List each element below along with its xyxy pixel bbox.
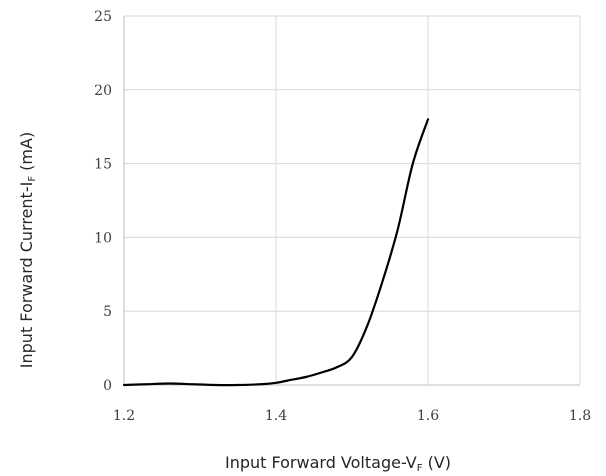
y-tick-label: 5 [103, 304, 112, 320]
x-tick-label: 1.8 [569, 408, 591, 424]
x-tick-label: 1.4 [265, 408, 287, 424]
x-axis-label: Input Forward Voltage-VF (V) [225, 453, 451, 474]
y-tick-label: 25 [94, 9, 112, 25]
axes [123, 16, 580, 386]
y-tick-label: 20 [94, 83, 112, 99]
gridlines [124, 15, 581, 385]
series-line [122, 118, 430, 387]
y-axis-label: Input Forward Current-IF (mA) [17, 132, 38, 368]
y-tick-label: 10 [94, 230, 112, 246]
y-tick-label: 0 [103, 378, 112, 394]
x-tick-label: 1.2 [113, 408, 135, 424]
series-group [122, 118, 430, 387]
y-axis-ticks: 0 5 10 15 20 25 [94, 9, 112, 394]
x-tick-label: 1.6 [417, 408, 439, 424]
x-axis-ticks: 1.2 1.4 1.6 1.8 [113, 408, 591, 424]
y-tick-label: 15 [94, 157, 112, 173]
